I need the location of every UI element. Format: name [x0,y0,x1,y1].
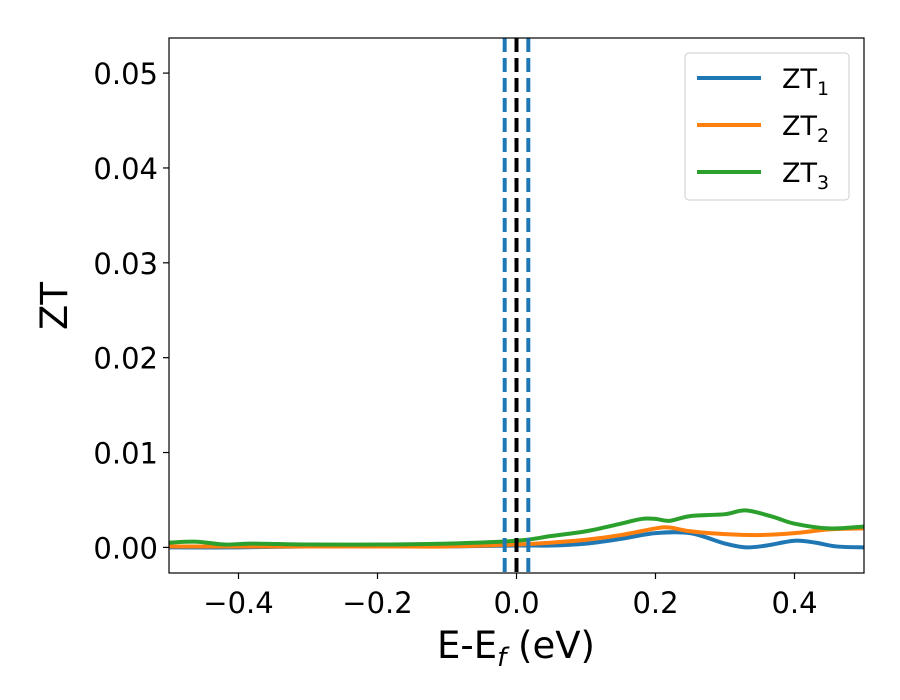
x-tick-label: 0.4 [771,586,817,620]
x-tick-label: 0.2 [632,586,678,620]
y-tick-label: 0.04 [93,152,158,186]
series-line-zt3 [169,508,864,547]
x-tick-label: −0.4 [203,586,273,620]
y-tick-label: 0.02 [93,342,158,376]
x-axis-label: E-Ef (eV) [437,624,595,673]
legend-label-zt2: ZT2 [782,111,829,147]
x-tick-label: 0.0 [493,586,539,620]
y-tick-label: 0.05 [93,57,158,91]
y-tick-label: 0.03 [93,247,158,281]
y-tick-label: 0.01 [93,437,158,471]
x-tick-label: −0.2 [342,586,412,620]
series-layer [169,508,864,550]
x-axis-label-unit: (eV) [506,624,595,667]
y-axis-label: ZT [33,282,76,330]
legend-label-zt3: ZT3 [782,158,829,194]
x-axis-ticks: −0.4 −0.2 0.0 0.2 0.4 [203,573,818,620]
legend-box [684,52,850,201]
y-tick-label: 0.00 [93,531,158,565]
legend: ZT1 ZT2 ZT3 [684,52,850,201]
legend-label-zt1: ZT1 [782,64,829,100]
x-axis-label-main: E-E [437,624,497,667]
vertical-lines [502,38,531,573]
y-axis-ticks: 0.00 0.01 0.02 0.03 0.04 0.05 [93,57,169,565]
